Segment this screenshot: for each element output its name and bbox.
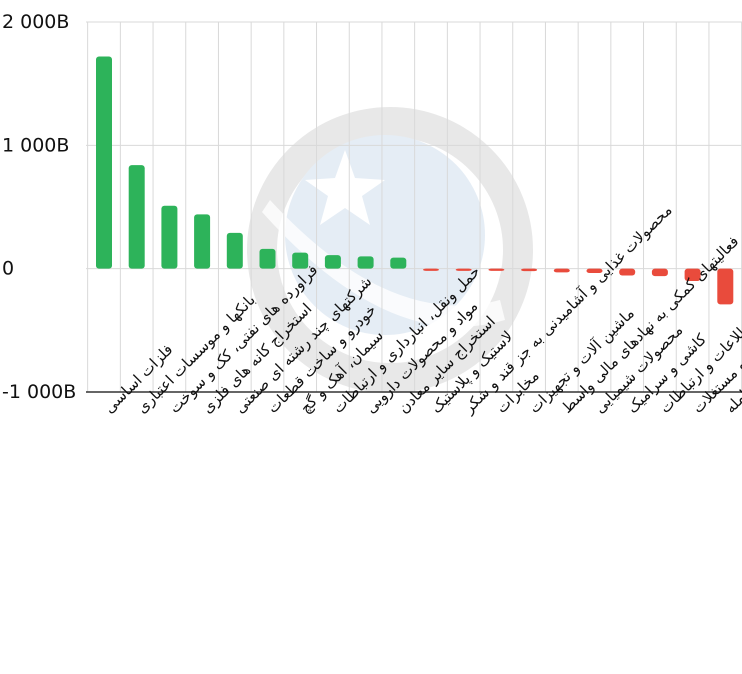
y-tick-label: 1 000B: [2, 134, 69, 156]
bar[interactable]: [259, 248, 276, 269]
bar[interactable]: [324, 255, 341, 269]
bars: [96, 56, 734, 305]
bar[interactable]: [684, 268, 701, 281]
bar[interactable]: [194, 214, 211, 269]
bar[interactable]: [651, 268, 668, 277]
bar[interactable]: [455, 268, 472, 271]
bar[interactable]: [161, 205, 178, 269]
y-tick-label: -1 000B: [2, 381, 76, 403]
bar[interactable]: [390, 257, 407, 269]
bar[interactable]: [619, 268, 636, 276]
bar[interactable]: [292, 252, 309, 269]
bar[interactable]: [586, 268, 603, 273]
bar[interactable]: [128, 165, 145, 269]
bar[interactable]: [717, 268, 734, 305]
bar[interactable]: [423, 268, 439, 271]
y-tick-label: 0: [2, 258, 14, 280]
bar[interactable]: [553, 268, 570, 273]
bar[interactable]: [521, 268, 538, 272]
bar[interactable]: [96, 56, 112, 269]
bar[interactable]: [226, 232, 243, 269]
bar[interactable]: [488, 268, 505, 271]
bar[interactable]: [357, 256, 374, 269]
y-axis: 2 000B 1 000B 0 -1 000B: [2, 11, 76, 403]
y-tick-label: 2 000B: [2, 11, 69, 33]
